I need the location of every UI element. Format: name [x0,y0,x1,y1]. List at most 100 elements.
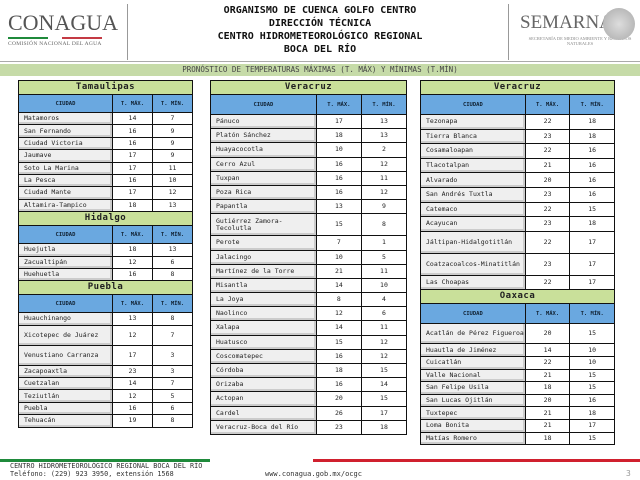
city-name: Matías Romero [420,431,526,446]
tmin-value: 15 [569,201,615,218]
city-name: Acayucan [420,216,526,232]
tmin-value: 3 [151,344,194,366]
tmin-value: 7 [151,377,194,391]
state-title: Oaxaca [420,289,615,305]
tmin-value: 18 [569,128,615,145]
table-row: San Felipe Usila 18 15 [420,381,615,395]
table-row: Las Choapas 22 17 [420,274,615,291]
table-row: Catemaco 22 15 [420,201,615,218]
city-name: Coscomatepec [210,348,317,365]
tmax-value: 21 [524,418,571,433]
col-tmin: T. MÍN. [569,94,615,115]
city-name: Misantla [210,277,317,294]
city-name: Las Choapas [420,274,526,291]
footer-contact: CENTRO HIDROMETEOROLÓGICO REGIONAL BOCA … [10,462,203,478]
tmax-value: 16 [315,156,362,172]
tmin-value: 4 [360,292,408,308]
table-row: Zacualtipán 12 6 [18,255,194,269]
city-name: La Pesca [18,173,113,188]
city-name: Cerro Azul [210,156,317,172]
tmax-value: 17 [315,113,362,130]
table-row: Tezonapa 22 18 [420,114,615,130]
city-name: Poza Rica [210,184,317,201]
city-name: Alvarado [420,172,526,188]
city-name: Xicotepec de Juárez [18,324,113,346]
city-name: Zacapoaxtla [18,364,113,379]
table-row: Huejutla 18 13 [18,243,194,257]
city-name: Cuetzalan [18,377,113,391]
tmax-value: 15 [315,213,362,237]
table-row: Soto La Marina 17 11 [18,161,194,175]
table-row: Acayucan 23 18 [420,216,615,232]
city-name: Soto La Marina [18,161,113,175]
tmin-value: 8 [151,267,194,282]
city-name: Tezonapa [420,114,526,130]
tmin-value: 17 [569,274,615,291]
city-name: Tehuacán [18,414,113,428]
tmax-value: 23 [111,364,153,379]
table-row: Venustiano Carranza 17 3 [18,344,194,366]
column-left: Tamaulipas CIUDAD T. MÁX. T. MÍN. Matamoros 1… [18,80,194,428]
tmin-value: 5 [360,249,408,265]
city-name: Venustiano Carranza [18,344,113,366]
tmin-value: 13 [360,128,408,144]
tmin-value: 9 [151,124,194,138]
city-name: Naolinco [210,306,317,322]
tmax-value: 23 [524,216,571,232]
city-name: Martínez de la Torre [210,263,317,279]
tmin-value: 9 [151,136,194,151]
tmin-value: 16 [569,157,615,174]
city-name: San Fernando [18,124,113,138]
table-row: Huatusco 15 12 [210,334,408,350]
tmin-value: 13 [151,243,194,257]
col-city: CIUDAD [18,294,113,314]
city-name: Huatusco [210,334,317,350]
table-row: Martínez de la Torre 21 11 [210,263,408,279]
tmin-value: 16 [569,393,615,408]
table-row: Huayacocotla 10 2 [210,142,408,158]
city-name: Valle Nacional [420,368,526,383]
state-title: Veracruz [420,80,615,95]
tmax-value: 14 [111,377,153,391]
table-row: Tierra Blanca 23 18 [420,128,615,145]
table-row: Huautla de Jiménez 14 10 [420,343,615,357]
city-name: Veracruz-Boca del Río [210,419,317,435]
tmin-value: 18 [569,216,615,232]
city-name: Orizaba [210,377,317,393]
table-row: Altamira-Tampico 18 13 [18,198,194,213]
tmax-value: 17 [111,344,153,366]
city-name: Loma Bonita [420,418,526,433]
city-name: Catemaco [420,201,526,218]
tmin-value: 12 [360,184,408,201]
tmin-value: 17 [569,418,615,433]
city-name: Acatlán de Pérez Figueroa [420,323,526,345]
page-number: 3 [626,469,631,478]
tmax-value: 18 [315,128,362,144]
city-name: Cuicatlán [420,355,526,370]
tmin-value: 7 [151,324,194,346]
table-row: Tlacotalpan 21 16 [420,157,615,174]
city-name: Actopan [210,391,317,407]
tmin-value: 8 [151,414,194,428]
tmax-value: 15 [315,334,362,350]
tmax-value: 12 [111,389,153,403]
tmax-value: 20 [315,391,362,407]
table-row: Actopan 20 15 [210,391,408,407]
city-name: San Lucas Ojitlán [420,393,526,408]
col-tmax: T. MÁX. [524,94,571,115]
tmax-value: 16 [315,170,362,186]
table-row: Pánuco 17 13 [210,113,408,130]
footer-red-bar [313,459,640,462]
table-row: Cerro Azul 16 12 [210,156,408,172]
tmax-value: 18 [111,243,153,257]
table-row: Alvarado 20 16 [420,172,615,188]
city-name: Tierra Blanca [420,128,526,145]
table-row: Cuicatlán 22 10 [420,355,615,370]
tmin-value: 9 [360,199,408,215]
tmin-value: 15 [569,368,615,383]
city-name: Ciudad Victoria [18,136,113,151]
col-city: CIUDAD [18,225,113,245]
tmax-value: 12 [111,324,153,346]
table-row: Valle Nacional 21 15 [420,368,615,383]
table-row: Zacapoaxtla 23 3 [18,364,194,379]
